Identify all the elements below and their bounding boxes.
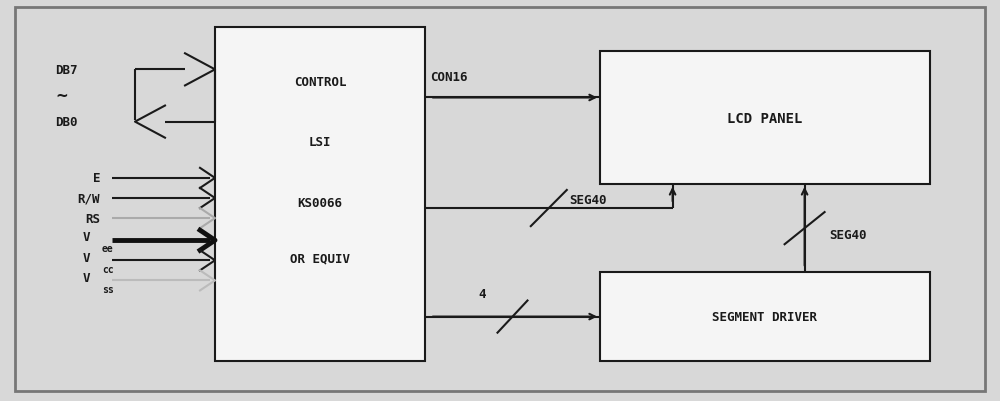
Text: 4: 4: [479, 288, 486, 301]
Text: RS: RS: [85, 212, 100, 225]
Text: R/W: R/W: [78, 192, 100, 205]
Text: V: V: [83, 251, 90, 264]
Text: CON16: CON16: [430, 71, 468, 84]
Text: KS0066: KS0066: [298, 196, 342, 209]
Text: SEGMENT DRIVER: SEGMENT DRIVER: [712, 310, 818, 323]
Text: V: V: [83, 231, 90, 244]
Text: SEG40: SEG40: [830, 228, 867, 241]
Text: SEG40: SEG40: [569, 194, 606, 207]
Text: DB0: DB0: [55, 116, 78, 129]
Text: cc: cc: [102, 264, 114, 274]
Bar: [600, 52, 930, 184]
Bar: [600, 273, 930, 361]
Text: E: E: [92, 172, 100, 185]
Text: ee: ee: [102, 244, 114, 254]
Text: ~: ~: [55, 89, 68, 104]
Text: ss: ss: [102, 284, 114, 294]
Text: DB7: DB7: [55, 64, 78, 77]
Bar: [215, 28, 425, 361]
Text: CONTROL: CONTROL: [294, 76, 346, 89]
Text: LSI: LSI: [309, 136, 331, 149]
Text: OR EQUIV: OR EQUIV: [290, 252, 350, 265]
Text: LCD PANEL: LCD PANEL: [727, 111, 803, 125]
Text: V: V: [83, 271, 90, 284]
